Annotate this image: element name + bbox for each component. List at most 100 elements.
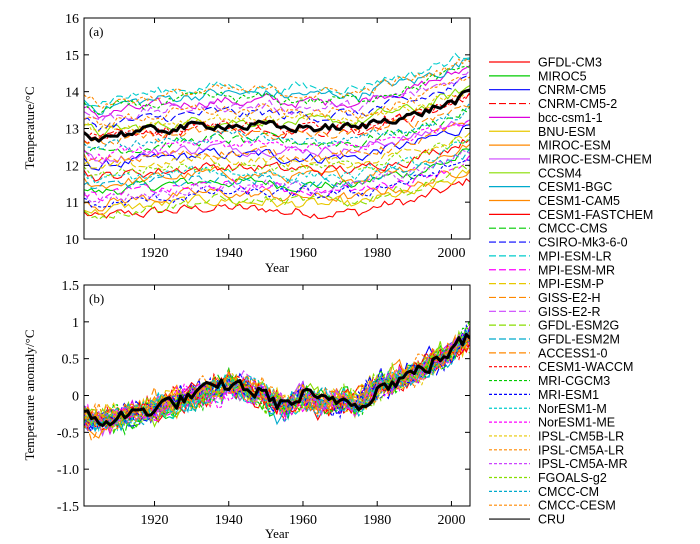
legend-label: CESM1-CAM5 [538,194,620,208]
model-series-line [84,154,470,202]
model-series-line [84,323,470,433]
legend-label: MPI-ESM-MR [538,263,615,277]
panel-b: 1920 1940 1960 1980 2000 -1.5 -1.0 -0.5 0 0.5 1 1.… [22,279,471,541]
legend-label: MRI-ESM1 [538,388,599,402]
legend-label: MRI-CGCM3 [538,374,610,388]
y-tick-label: 14 [65,86,79,101]
legend-entry: CESM1-FASTCHEM [489,208,653,222]
model-series-line [84,52,470,108]
panel-b-x-ticks: 1920 1940 1960 1980 2000 [141,285,465,528]
x-tick-label: 1940 [215,246,243,261]
x-tick-label: 1960 [289,513,317,528]
x-tick-label: 1940 [215,513,243,528]
model-series-line [84,333,470,427]
legend-label: IPSL-CM5A-LR [538,443,624,457]
y-tick-label: 13 [65,123,79,138]
y-tick-label: 15 [65,49,79,64]
x-tick-label: 2000 [437,513,465,528]
model-series-line [84,89,470,133]
y-tick-label: 12 [65,159,79,174]
model-series-line [84,119,470,165]
legend-label: CCSM4 [538,166,582,180]
model-series-line [84,91,470,145]
y-tick-label: 10 [65,233,79,248]
legend-entry: IPSL-CM5B-LR [489,429,624,443]
legend-label: CESM1-BGC [538,180,612,194]
model-series-line [84,329,470,430]
panel-b-model-lines [84,319,470,442]
model-series-line [84,139,470,185]
model-series-line [84,106,470,156]
legend-entry: GFDL-CM3 [489,56,602,70]
legend-label: NorESM1-M [538,402,607,416]
y-tick-label: 1 [72,316,79,331]
legend-label: CMCC-CESM [538,499,616,513]
legend-entry: CSIRO-Mk3-6-0 [489,236,628,250]
legend-entry: CRU [489,513,565,527]
panel-a-x-axis-label: Year [265,260,290,275]
legend-entry: FGOALS-g2 [489,471,607,485]
legend-entry: CMCC-CESM [489,499,616,513]
model-series-line [84,136,470,177]
legend-entry: MPI-ESM-MR [489,263,615,277]
panel-b-label: (b) [89,291,104,306]
cru-series-line [84,88,470,143]
legend-entry: BNU-ESM [489,125,596,139]
legend-label: ACCESS1-0 [538,346,608,360]
legend-label: GFDL-ESM2M [538,333,620,347]
model-series-line [84,75,470,132]
x-tick-label: 1980 [363,513,391,528]
model-series-line [84,132,470,169]
model-series-line [84,65,470,115]
legend-label: CMCC-CMS [538,222,607,236]
legend-label: BNU-ESM [538,125,596,139]
legend-entry: CNRM-CM5-2 [489,97,617,111]
legend-label: MPI-ESM-LR [538,249,612,263]
legend-label: IPSL-CM5B-LR [538,429,624,443]
y-tick-label: -1.5 [57,500,79,515]
legend-entry: MIROC-ESM [489,139,611,153]
model-series-line [84,104,470,146]
y-tick-label: 11 [66,196,79,211]
model-series-line [84,170,470,212]
legend-entry: NorESM1-ME [489,416,615,430]
panel-a-x-ticks: 1920 1940 1960 1980 2000 [141,18,465,261]
legend-entry: GISS-E2-H [489,291,601,305]
legend-label: CESM1-WACCM [538,360,633,374]
model-series-line [84,102,470,151]
model-series-line [84,58,470,109]
model-series-line [84,148,470,195]
legend-entry: GFDL-ESM2G [489,319,619,333]
x-tick-label: 2000 [437,246,465,261]
legend-label: CSIRO-Mk3-6-0 [538,236,628,250]
panel-b-y-axis-label: Temperature anomaly/°C [22,330,37,461]
x-tick-label: 1920 [141,513,169,528]
legend-entry: CESM1-BGC [489,180,612,194]
cru-series-line [84,332,470,428]
legend-entry: CNRM-CM5 [489,83,606,97]
legend-entry: CESM1-WACCM [489,360,633,374]
legend-label: FGOALS-g2 [538,471,607,485]
legend-label: CNRM-CM5-2 [538,97,617,111]
legend-entry: IPSL-CM5A-MR [489,457,628,471]
panel-b-y-ticks: -1.5 -1.0 -0.5 0 0.5 1 1.5 [57,279,470,515]
legend-entry: GFDL-ESM2M [489,333,620,347]
y-tick-label: -0.5 [57,426,79,441]
legend-entry: MRI-ESM1 [489,388,599,402]
model-series-line [84,159,470,208]
x-tick-label: 1980 [363,246,391,261]
legend-label: MIROC-ESM-CHEM [538,152,652,166]
legend-entry: NorESM1-M [489,402,607,416]
legend-label: bcc-csm1-1 [538,111,603,125]
legend-entry: CCSM4 [489,166,582,180]
legend: GFDL-CM3MIROC5CNRM-CM5CNRM-CM5-2bcc-csm1… [489,56,653,527]
x-tick-label: 1960 [289,246,317,261]
model-series-line [84,323,470,433]
model-series-line [84,333,470,433]
legend-label: CRU [538,513,565,527]
legend-label: IPSL-CM5A-MR [538,457,628,471]
legend-entry: MIROC5 [489,69,587,83]
legend-label: GISS-E2-R [538,305,601,319]
legend-label: MPI-ESM-P [538,277,604,291]
